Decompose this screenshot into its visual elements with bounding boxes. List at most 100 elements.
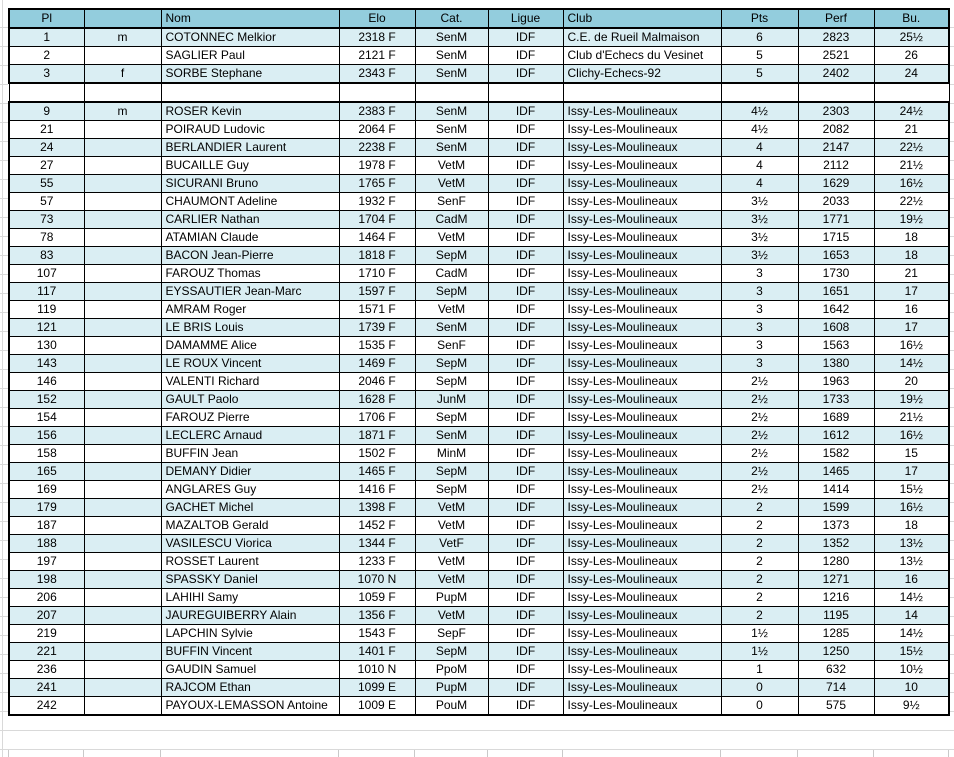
cell-perf[interactable]: 575 [797,696,875,716]
cell-pts[interactable]: 3 [720,354,799,373]
cell-nom[interactable]: POIRAUD Ludovic [160,120,340,139]
cell-nom[interactable]: BACON Jean-Pierre [160,246,340,265]
spacer-cell[interactable] [83,82,162,103]
cell-nom[interactable]: GAULT Paolo [160,390,340,409]
cell-sex[interactable] [83,678,162,697]
cell-pl[interactable]: 221 [8,642,85,661]
cell-pts[interactable]: 2 [720,570,799,589]
cell-bu[interactable]: 14½ [873,588,950,607]
cell-ligue[interactable]: IDF [487,27,564,47]
cell-sex[interactable] [83,498,162,517]
cell-cat[interactable]: VetM [414,516,489,535]
cell-elo[interactable]: 1469 F [338,354,416,373]
cell-elo[interactable]: 1818 F [338,246,416,265]
cell-sex[interactable] [83,426,162,445]
cell-elo[interactable]: 2064 F [338,120,416,139]
cell-elo[interactable]: 1344 F [338,534,416,553]
cell-nom[interactable]: LE BRIS Louis [160,318,340,337]
cell-club[interactable]: Issy-Les-Moulineaux [562,101,722,121]
cell-club[interactable]: Issy-Les-Moulineaux [562,444,722,463]
cell-sex[interactable] [83,660,162,679]
cell-cat[interactable]: SenM [414,64,489,84]
cell-nom[interactable]: GACHET Michel [160,498,340,517]
cell-cat[interactable]: JunM [414,390,489,409]
cell-club[interactable]: Issy-Les-Moulineaux [562,372,722,391]
cell-cat[interactable]: SepM [414,480,489,499]
cell-perf[interactable]: 1642 [797,300,875,319]
cell-nom[interactable]: LAPCHIN Sylvie [160,624,340,643]
cell-nom[interactable]: ROSSET Laurent [160,552,340,571]
cell-sex[interactable]: m [83,101,162,121]
cell-sex[interactable] [83,372,162,391]
spacer-cell[interactable] [160,82,340,103]
cell-elo[interactable]: 1401 F [338,642,416,661]
cell-sex[interactable]: m [83,27,162,47]
cell-club[interactable]: Issy-Les-Moulineaux [562,606,722,625]
cell-ligue[interactable]: IDF [487,426,564,445]
spacer-cell[interactable] [720,82,799,103]
cell-pl[interactable]: 117 [8,282,85,301]
cell-club[interactable]: Issy-Les-Moulineaux [562,678,722,697]
cell-elo[interactable]: 2046 F [338,372,416,391]
cell-nom[interactable]: COTONNEC Melkior [160,27,340,47]
cell-ligue[interactable]: IDF [487,480,564,499]
cell-club[interactable]: Issy-Les-Moulineaux [562,408,722,427]
cell-perf[interactable]: 1612 [797,426,875,445]
cell-perf[interactable]: 1689 [797,408,875,427]
cell-club[interactable]: Issy-Les-Moulineaux [562,300,722,319]
cell-bu[interactable]: 16½ [873,426,950,445]
column-header-club[interactable]: Club [562,8,722,29]
cell-ligue[interactable]: IDF [487,210,564,229]
cell-club[interactable]: Issy-Les-Moulineaux [562,174,722,193]
cell-pts[interactable]: 2½ [720,390,799,409]
cell-club[interactable]: Clichy-Echecs-92 [562,64,722,84]
cell-cat[interactable]: CadM [414,210,489,229]
cell-pts[interactable]: 2 [720,588,799,607]
cell-cat[interactable]: PouM [414,696,489,716]
cell-cat[interactable]: PupM [414,588,489,607]
cell-pl[interactable]: 24 [8,138,85,157]
cell-pts[interactable]: 2½ [720,462,799,481]
cell-sex[interactable] [83,390,162,409]
cell-pl[interactable]: 9 [8,101,85,121]
cell-elo[interactable]: 1978 F [338,156,416,175]
cell-nom[interactable]: BUFFIN Vincent [160,642,340,661]
cell-pl[interactable]: 107 [8,264,85,283]
cell-bu[interactable]: 10 [873,678,950,697]
cell-perf[interactable]: 1465 [797,462,875,481]
cell-bu[interactable]: 16 [873,300,950,319]
cell-ligue[interactable]: IDF [487,246,564,265]
cell-club[interactable]: Issy-Les-Moulineaux [562,138,722,157]
cell-pl[interactable]: 179 [8,498,85,517]
cell-ligue[interactable]: IDF [487,696,564,716]
cell-perf[interactable]: 1563 [797,336,875,355]
cell-pts[interactable]: 2 [720,534,799,553]
cell-ligue[interactable]: IDF [487,174,564,193]
cell-cat[interactable]: SenM [414,120,489,139]
cell-bu[interactable]: 18 [873,246,950,265]
cell-bu[interactable]: 20 [873,372,950,391]
cell-nom[interactable]: VALENTI Richard [160,372,340,391]
cell-elo[interactable]: 1233 F [338,552,416,571]
cell-sex[interactable] [83,642,162,661]
cell-ligue[interactable]: IDF [487,678,564,697]
cell-ligue[interactable]: IDF [487,408,564,427]
cell-cat[interactable]: VetM [414,300,489,319]
cell-pts[interactable]: 4 [720,138,799,157]
cell-pts[interactable]: 4 [720,174,799,193]
column-header-cat[interactable]: Cat. [414,8,489,29]
cell-bu[interactable]: 22½ [873,138,950,157]
spacer-cell[interactable] [338,82,416,103]
cell-nom[interactable]: BUFFIN Jean [160,444,340,463]
cell-pts[interactable]: 2 [720,606,799,625]
cell-pts[interactable]: 5 [720,64,799,84]
cell-nom[interactable]: JAUREGUIBERRY Alain [160,606,340,625]
cell-nom[interactable]: LAHIHI Samy [160,588,340,607]
cell-elo[interactable]: 1009 E [338,696,416,716]
cell-pts[interactable]: 3 [720,318,799,337]
cell-pl[interactable]: 1 [8,27,85,47]
cell-perf[interactable]: 1599 [797,498,875,517]
cell-pl[interactable]: 187 [8,516,85,535]
cell-sex[interactable]: f [83,64,162,84]
cell-perf[interactable]: 632 [797,660,875,679]
